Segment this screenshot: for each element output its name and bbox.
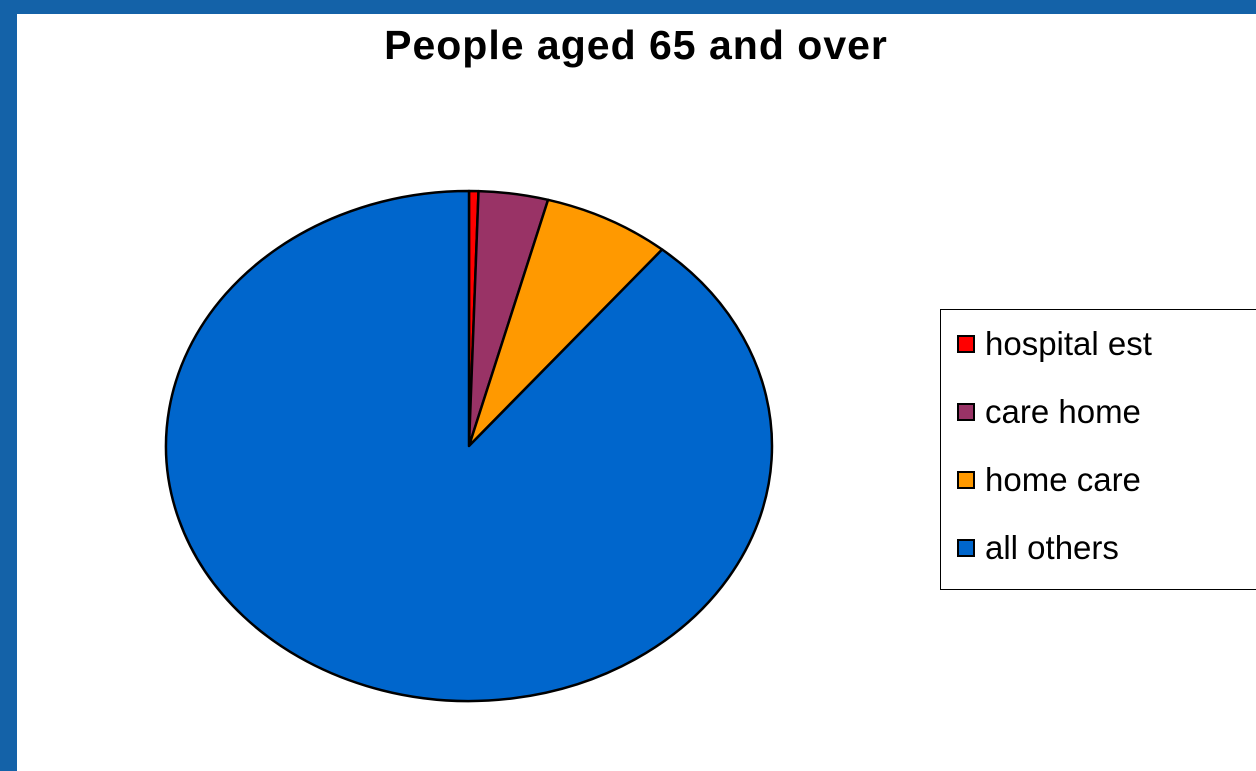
legend-item-all-others: all others (957, 528, 1119, 568)
legend-label: care home (985, 393, 1141, 430)
legend-swatch (957, 403, 975, 421)
chart-legend: hospital est care home home care all oth… (940, 309, 1256, 590)
legend-item-home-care: home care (957, 460, 1141, 500)
chart-title: People aged 65 and over (384, 22, 888, 68)
pie-slice-home-care (467, 198, 664, 448)
legend-label: hospital est (985, 325, 1152, 362)
legend-swatch (957, 471, 975, 489)
pie-slice-all-others (164, 189, 774, 703)
legend-item-care-home: care home (957, 392, 1141, 432)
legend-swatch (957, 335, 975, 353)
legend-label: home care (985, 461, 1141, 498)
legend-swatch (957, 539, 975, 557)
legend-item-hospital-est: hospital est (957, 324, 1152, 364)
legend-label: all others (985, 529, 1119, 566)
